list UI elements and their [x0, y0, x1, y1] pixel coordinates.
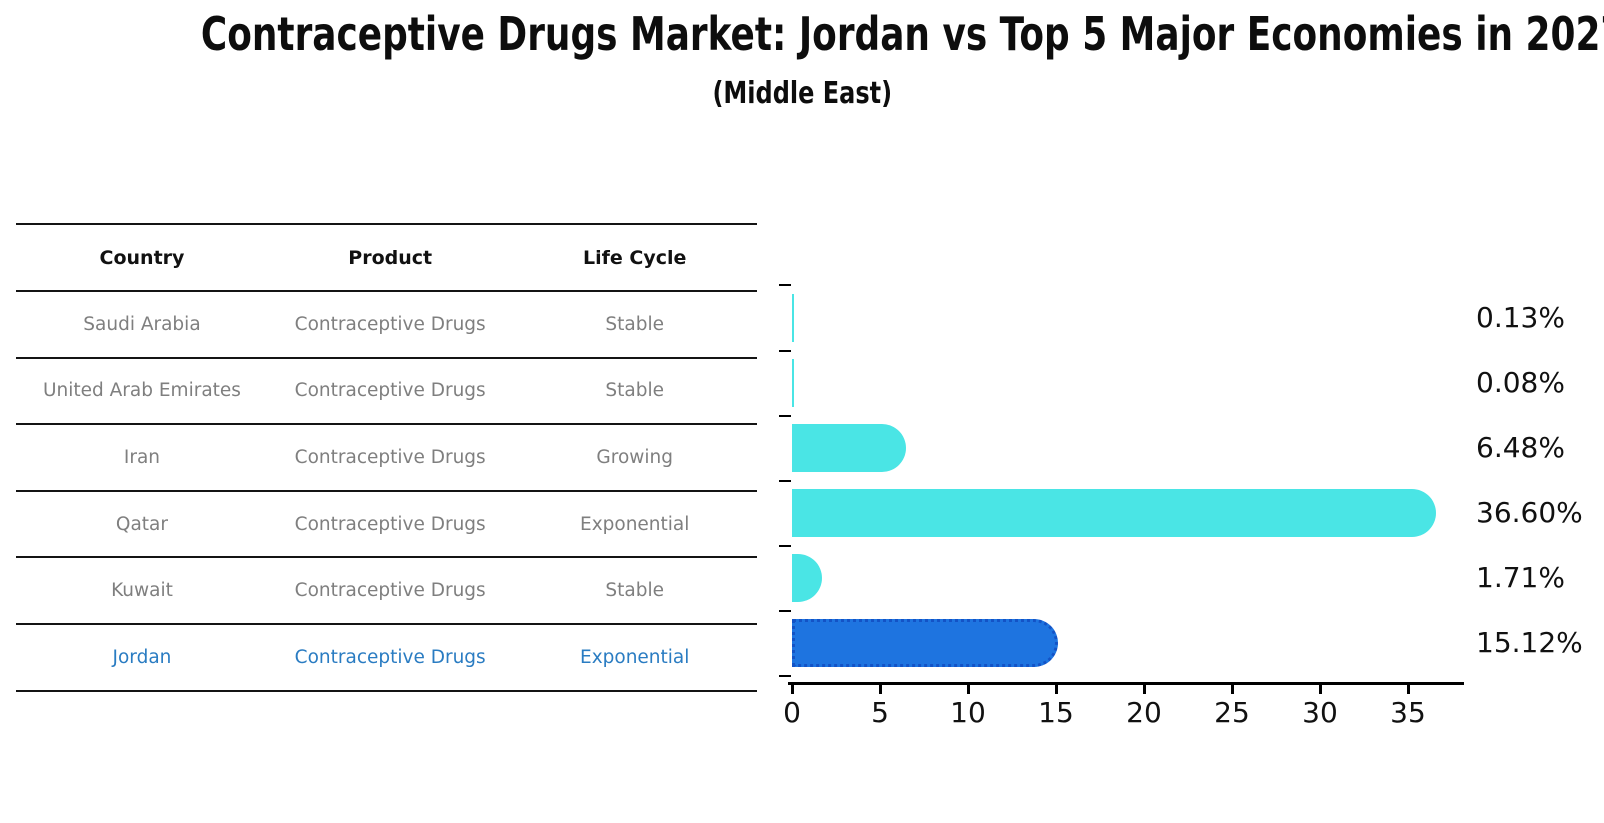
y-minor-tick	[779, 284, 791, 286]
cell-country: United Arab Emirates	[42, 380, 241, 402]
x-tick-15	[1054, 685, 1058, 694]
cell-country: Kuwait	[111, 580, 173, 602]
table-header-product: Product	[348, 246, 433, 269]
x-tick-10	[966, 685, 970, 694]
x-tick-label-30: 30	[1302, 696, 1338, 729]
bar-saudi-arabia	[792, 294, 795, 342]
cell-country: Iran	[123, 446, 161, 468]
cell-product: Contraceptive Drugs	[294, 446, 486, 468]
bar-jordan	[792, 619, 1059, 667]
subtitle-wrap: (Middle East)	[0, 76, 1604, 112]
chart-title: Contraceptive Drugs Market: Jordan vs To…	[200, 7, 1604, 61]
cell-product: Contraceptive Drugs	[294, 380, 486, 402]
x-tick-0	[790, 685, 794, 694]
cell-country: Qatar	[115, 513, 169, 535]
cell-life-cycle: Stable	[605, 580, 665, 602]
cell-product: Contraceptive Drugs	[294, 313, 486, 335]
cell-country: Saudi Arabia	[83, 313, 201, 335]
y-minor-tick	[779, 610, 791, 612]
y-minor-tick	[779, 415, 791, 417]
title-wrap: Contraceptive Drugs Market: Jordan vs To…	[0, 8, 1604, 60]
value-label-united-arab-emirates: 0.08%	[1476, 366, 1565, 399]
x-tick-20	[1142, 685, 1146, 694]
table-row-jordan: Jordan Contraceptive Drugs Exponential	[16, 625, 757, 692]
value-label-saudi-arabia: 0.13%	[1476, 301, 1565, 334]
cell-life-cycle: Growing	[596, 446, 673, 468]
cell-life-cycle: Exponential	[580, 646, 690, 668]
cell-product: Contraceptive Drugs	[294, 646, 486, 668]
bar-united-arab-emirates	[792, 359, 794, 407]
x-axis-spine	[788, 682, 1464, 685]
y-minor-tick	[779, 545, 791, 547]
cell-life-cycle: Stable	[605, 380, 665, 402]
y-minor-tick	[779, 675, 791, 677]
value-label-jordan: 15.12%	[1476, 626, 1583, 659]
table-row-united-arab-emirates: United Arab Emirates Contraceptive Drugs S…	[16, 359, 757, 426]
cell-life-cycle: Exponential	[580, 513, 690, 535]
x-tick-5	[878, 685, 882, 694]
cell-product: Contraceptive Drugs	[294, 513, 486, 535]
x-tick-label-5: 5	[871, 696, 889, 729]
x-tick-label-20: 20	[1126, 696, 1162, 729]
table-row-qatar: Qatar Contraceptive Drugs Exponential	[16, 492, 757, 559]
x-tick-label-10: 10	[950, 696, 986, 729]
cell-country: Jordan	[112, 646, 172, 668]
bar-qatar	[792, 489, 1437, 537]
country-table: Country Product Life Cycle Saudi Arabia C…	[16, 223, 757, 692]
value-label-qatar: 36.60%	[1476, 496, 1583, 529]
cell-life-cycle: Stable	[605, 313, 665, 335]
value-label-iran: 6.48%	[1476, 431, 1565, 464]
x-tick-label-25: 25	[1214, 696, 1250, 729]
y-minor-tick	[779, 350, 791, 352]
bar-iran	[792, 424, 907, 472]
bar-kuwait	[792, 554, 823, 602]
cell-product: Contraceptive Drugs	[294, 580, 486, 602]
table-row-iran: Iran Contraceptive Drugs Growing	[16, 425, 757, 492]
value-label-kuwait: 1.71%	[1476, 561, 1565, 594]
table-row-kuwait: Kuwait Contraceptive Drugs Stable	[16, 558, 757, 625]
x-tick-label-15: 15	[1038, 696, 1074, 729]
table-header-country: Country	[99, 246, 185, 269]
x-tick-30	[1318, 685, 1322, 694]
x-tick-35	[1406, 685, 1410, 694]
chart-subtitle: (Middle East)	[712, 76, 892, 111]
x-tick-25	[1230, 685, 1234, 694]
y-minor-tick	[779, 480, 791, 482]
x-tick-label-35: 35	[1390, 696, 1426, 729]
table-row-saudi-arabia: Saudi Arabia Contraceptive Drugs Stable	[16, 292, 757, 359]
table-header-life-cycle: Life Cycle	[583, 246, 687, 269]
x-tick-label-0: 0	[783, 696, 801, 729]
table-header-row: Country Product Life Cycle	[16, 225, 757, 292]
